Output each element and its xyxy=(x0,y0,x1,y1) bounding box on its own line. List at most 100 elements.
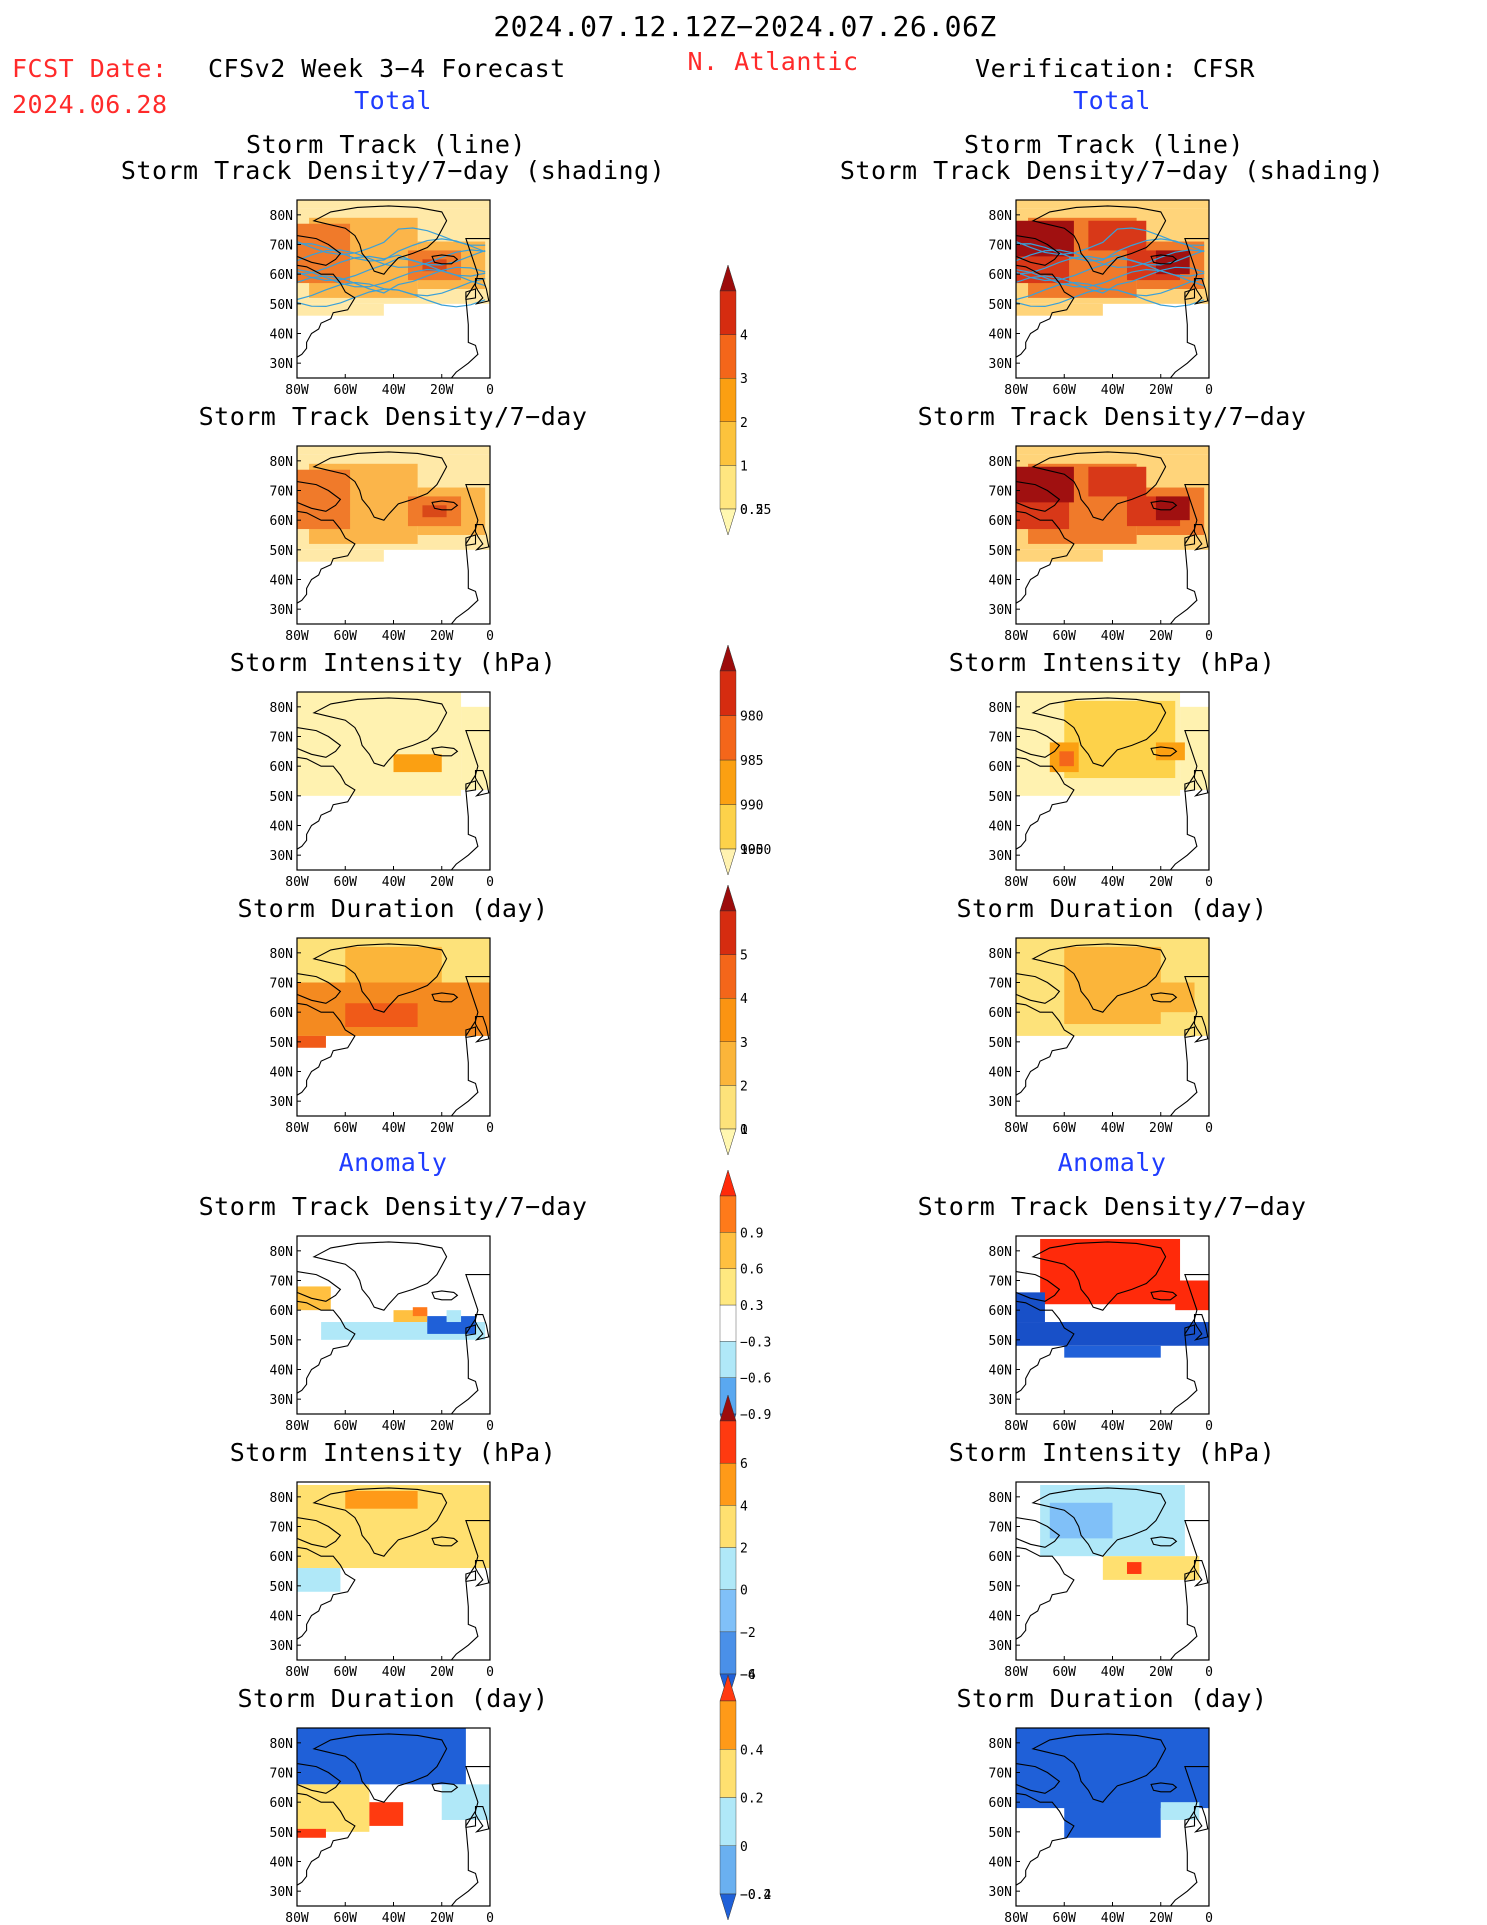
lon-tick-label: 40W xyxy=(382,629,406,644)
colorbar-segment xyxy=(719,1845,737,1895)
shading-cell xyxy=(297,692,462,796)
lat-tick-label: 30N xyxy=(989,603,1012,618)
lat-tick-label: 80N xyxy=(270,1491,293,1506)
lat-tick-label: 60N xyxy=(270,1550,293,1565)
panel-title-v-track-line: Storm Track (line) xyxy=(964,130,1244,159)
lon-tick-label: 0 xyxy=(1205,1419,1213,1434)
lon-tick-label: 20W xyxy=(1149,1419,1173,1434)
shading-cell xyxy=(1040,1238,1181,1305)
lat-tick-label: 50N xyxy=(270,1826,293,1841)
lon-tick-label: 20W xyxy=(1149,875,1173,890)
lat-tick-label: 60N xyxy=(270,514,293,529)
colorbar-density_anom: 0.9 0.6 0.3 −0.3 −0.6 −0.9 xyxy=(719,1169,771,1441)
lat-tick-label: 40N xyxy=(270,820,293,835)
lat-tick-label: 60N xyxy=(270,1304,293,1319)
storm-track-line xyxy=(1016,227,1205,256)
lat-tick-label: 60N xyxy=(989,514,1012,529)
lon-tick-label: 20W xyxy=(1149,1911,1173,1925)
iceland-coast xyxy=(431,746,459,757)
lon-tick-label: 60W xyxy=(1053,383,1077,398)
greenland-coast xyxy=(312,451,448,521)
ireland-coast xyxy=(465,1026,477,1039)
lon-tick-label: 60W xyxy=(1053,875,1077,890)
map-panel-f_track-0: 80N 70N 60N 50N 40N 30N 80W 60W 40W 20W 0 xyxy=(270,199,494,398)
europe-coast xyxy=(1169,1520,1209,1660)
lat-tick-label: 40N xyxy=(270,1066,293,1081)
map-shading xyxy=(297,692,490,870)
lat-tick-label: 70N xyxy=(270,1767,293,1782)
colorbar-label: 3 xyxy=(740,372,748,387)
lon-tick-label: 60W xyxy=(334,383,358,398)
lat-tick-label: 40N xyxy=(270,574,293,589)
storm-track-line xyxy=(297,257,486,282)
lon-tick-label: 60W xyxy=(334,1121,358,1136)
colorbar-top-arrow xyxy=(719,644,737,672)
lat-tick-label: 50N xyxy=(270,544,293,559)
iceland-coast xyxy=(1150,746,1178,757)
colorbar-segment xyxy=(719,465,737,510)
europe-coast xyxy=(1169,730,1209,870)
lon-tick-label: 40W xyxy=(1101,1911,1125,1925)
lon-tick-label: 0 xyxy=(1205,1121,1213,1136)
lat-tick-label: 70N xyxy=(270,977,293,992)
map-panel-v_track-0: 80N 70N 60N 50N 40N 30N 80W 60W 40W 20W 0 xyxy=(989,199,1213,398)
greenland-coast xyxy=(312,1487,448,1557)
map-shading xyxy=(297,1728,490,1906)
lat-tick-label: 30N xyxy=(989,1393,1012,1408)
fcst-date-label: FCST Date: xyxy=(12,54,168,83)
lat-tick-label: 70N xyxy=(989,977,1012,992)
lat-tick-label: 70N xyxy=(270,731,293,746)
lon-tick-label: 80W xyxy=(1004,875,1028,890)
lon-tick-label: 0 xyxy=(486,1665,494,1680)
colorbar-density_total: 4 3 2 1 0.50.25 xyxy=(719,264,771,536)
iceland-coast xyxy=(1150,500,1178,511)
colorbar-bottom-arrow xyxy=(719,848,737,876)
map-shading xyxy=(297,200,490,378)
map-shading xyxy=(297,1484,490,1660)
colorbar-label: −0.6 xyxy=(740,1372,771,1387)
colorbar-segment xyxy=(719,910,737,955)
lon-tick-label: 60W xyxy=(1053,1665,1077,1680)
lon-tick-label: 0 xyxy=(1205,629,1213,644)
lat-tick-label: 60N xyxy=(270,268,293,283)
map-shading xyxy=(1016,1484,1209,1660)
lon-tick-label: 80W xyxy=(285,1911,309,1925)
colorbar-label: 6 xyxy=(740,1457,748,1472)
iceland-coast xyxy=(1150,254,1178,265)
colorbar-label: −2 xyxy=(740,1626,756,1641)
lat-tick-label: 50N xyxy=(989,1580,1012,1595)
shading-cell xyxy=(1126,1562,1142,1574)
colorbar-label: 2 xyxy=(740,1542,748,1557)
colorbar-label: 990 xyxy=(740,799,763,814)
lat-tick-label: 50N xyxy=(989,1826,1012,1841)
storm-track-line xyxy=(297,266,486,294)
panel-title-f-anom-density: Storm Track Density/7−day xyxy=(198,1192,588,1221)
panel-title-v-density: Storm Track Density/7−day xyxy=(917,402,1307,431)
ireland-coast xyxy=(1184,1026,1196,1039)
colorbar-label: 0.9 xyxy=(740,1226,763,1241)
lat-tick-label: 70N xyxy=(270,485,293,500)
lon-tick-label: 0 xyxy=(1205,1911,1213,1925)
panel-title-f-anom-duration: Storm Duration (day) xyxy=(237,1684,549,1713)
lat-tick-label: 80N xyxy=(270,1245,293,1260)
iceland-coast xyxy=(431,1782,459,1793)
shading-cell xyxy=(297,1568,341,1592)
baffin-coast xyxy=(297,481,342,512)
colorbar-segment xyxy=(719,1304,737,1342)
lat-tick-label: 50N xyxy=(989,1334,1012,1349)
shading-cell xyxy=(1088,466,1147,497)
lat-tick-label: 60N xyxy=(270,760,293,775)
lon-tick-label: 20W xyxy=(430,1665,454,1680)
shading-cell xyxy=(422,505,447,518)
map-shading xyxy=(1016,1238,1209,1414)
lon-tick-label: 80W xyxy=(1004,1419,1028,1434)
greenland-coast xyxy=(312,697,448,767)
colorbar-segment xyxy=(719,421,737,466)
lat-tick-label: 30N xyxy=(270,1639,293,1654)
lat-tick-label: 30N xyxy=(270,357,293,372)
colorbar-label: 5 xyxy=(740,949,748,964)
colorbar-segment xyxy=(719,1749,737,1798)
shading-cell xyxy=(297,200,490,209)
colorbar-segment xyxy=(719,670,737,716)
